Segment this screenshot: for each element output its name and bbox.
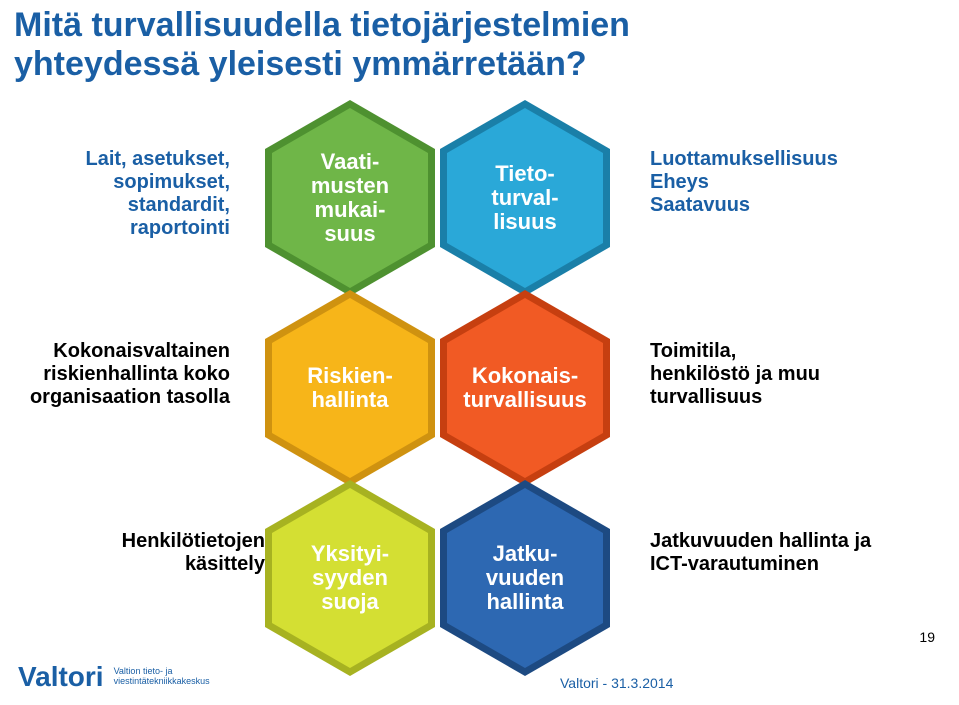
page-title: Mitä turvallisuudella tietojärjestelmien… bbox=[14, 6, 630, 84]
row-3-hex-right: Jatku-vuudenhallinta bbox=[440, 480, 610, 676]
row-1-hex-right: Tieto-turval-lisuus bbox=[440, 100, 610, 296]
row-3-right-label: Jatkuvuuden hallinta jaICT-varautuminen bbox=[650, 530, 940, 576]
footer-logo: Valtori Valtion tieto- javiestintäteknii… bbox=[18, 661, 210, 693]
logo-subtitle: Valtion tieto- javiestintätekniikkakesku… bbox=[114, 667, 210, 687]
logo-text: Valtori bbox=[18, 661, 104, 693]
title-line-1: Mitä turvallisuudella tietojärjestelmien bbox=[14, 6, 630, 44]
row-1-hex-left: Vaati-mustenmukai-suus bbox=[265, 100, 435, 296]
row-1-hex-left-label: Vaati-mustenmukai-suus bbox=[272, 108, 428, 288]
row-3-hex-right-label: Jatku-vuudenhallinta bbox=[447, 488, 603, 668]
page-number: 19 bbox=[919, 629, 935, 645]
row-3-left-label: Henkilötietojenkäsittely bbox=[55, 530, 265, 576]
row-2-hex-right: Kokonais-turvallisuus bbox=[440, 290, 610, 486]
row-1-right-label: LuottamuksellisuusEheysSaatavuus bbox=[650, 148, 940, 217]
row-1-left-label: Lait, asetukset,sopimukset,standardit,ra… bbox=[20, 148, 230, 240]
row-2-left-label: Kokonaisvaltainenriskienhallinta kokoorg… bbox=[20, 340, 230, 409]
row-3-hex-left-label: Yksityi-syydensuoja bbox=[272, 488, 428, 668]
row-2-hex-right-label: Kokonais-turvallisuus bbox=[447, 298, 603, 478]
footer-date: Valtori - 31.3.2014 bbox=[560, 675, 673, 691]
row-1-hex-right-label: Tieto-turval-lisuus bbox=[447, 108, 603, 288]
title-line-2: yhteydessä yleisesti ymmärretään? bbox=[14, 45, 587, 83]
row-2-right-label: Toimitila,henkilöstö ja muuturvallisuus bbox=[650, 340, 940, 409]
row-3-hex-left: Yksityi-syydensuoja bbox=[265, 480, 435, 676]
row-2-hex-left-label: Riskien-hallinta bbox=[272, 298, 428, 478]
row-2-hex-left: Riskien-hallinta bbox=[265, 290, 435, 486]
